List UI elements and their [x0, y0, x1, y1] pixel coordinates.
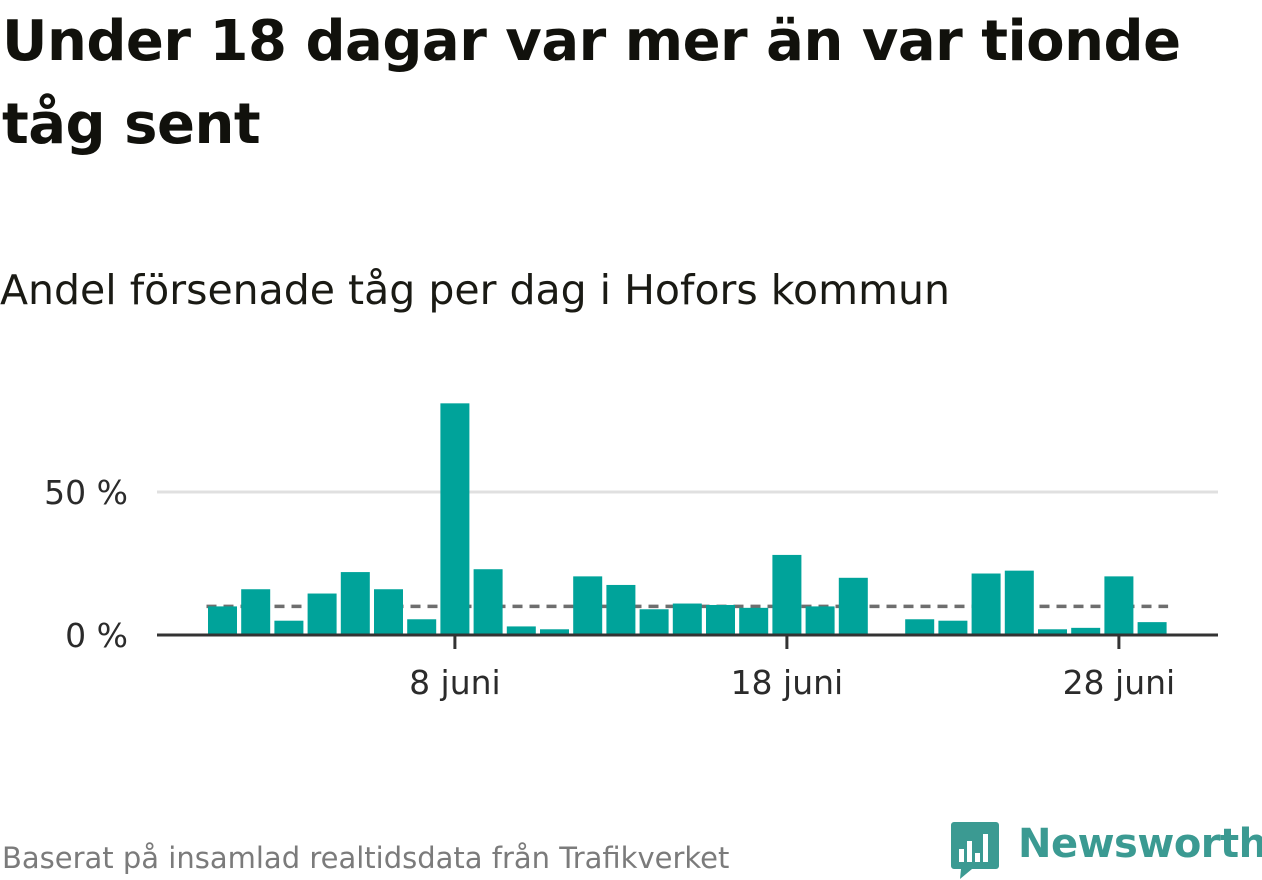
- chart-title: Under 18 dagar var mer än var tionde tåg…: [2, 9, 1181, 157]
- x-tick-label: 8 juni: [409, 663, 501, 702]
- bar-day-24: [971, 573, 1001, 635]
- brand[interactable]: Newsworthy: [950, 818, 1262, 880]
- bar-day-4: [307, 593, 337, 635]
- bar-day-8: [440, 403, 470, 635]
- bar-day-20: [838, 577, 868, 635]
- bar-day-7: [407, 619, 437, 635]
- bar-day-17: [739, 607, 769, 635]
- bar-day-26: [1038, 629, 1067, 635]
- bar-day-16: [706, 604, 735, 635]
- bar-day-25: [1004, 570, 1034, 635]
- bar-day-5: [340, 572, 370, 635]
- y-tick-label: 50 %: [44, 473, 128, 512]
- brand-name: Newsworthy: [1018, 821, 1262, 867]
- bar-day-23: [938, 620, 968, 635]
- bar-day-14: [639, 609, 669, 635]
- bar-day-13: [606, 584, 636, 635]
- bar-day-6: [374, 589, 403, 635]
- bar-day-9: [473, 569, 503, 635]
- x-tick-label: 28 juni: [1063, 663, 1176, 702]
- chart-subtitle: Andel försenade tåg per dag i Hofors kom…: [0, 266, 950, 314]
- bar-day-19: [805, 606, 835, 635]
- bar-day-29: [1137, 622, 1167, 635]
- bars: [208, 403, 1167, 635]
- bar-day-22: [905, 619, 935, 635]
- bar-day-2: [241, 589, 271, 635]
- x-tick-label: 18 juni: [731, 663, 844, 702]
- bar-day-18: [772, 554, 802, 635]
- axes: [157, 633, 1218, 649]
- bar-day-12: [573, 576, 603, 635]
- bar-day-11: [540, 629, 569, 635]
- y-tick-label: 0 %: [65, 616, 128, 655]
- tick-labels: 0 % 50 % 8 juni 18 juni 28 juni: [44, 473, 1175, 702]
- source-note: Baserat på insamlad realtidsdata från Tr…: [2, 841, 730, 875]
- bar-day-15: [672, 603, 702, 635]
- bar-day-28: [1104, 576, 1134, 635]
- bar-day-1: [208, 606, 237, 635]
- bar-day-10: [506, 626, 536, 635]
- newsworthy-logo-icon: [951, 822, 999, 879]
- bar-day-27: [1071, 627, 1101, 635]
- bar-day-3: [274, 620, 304, 635]
